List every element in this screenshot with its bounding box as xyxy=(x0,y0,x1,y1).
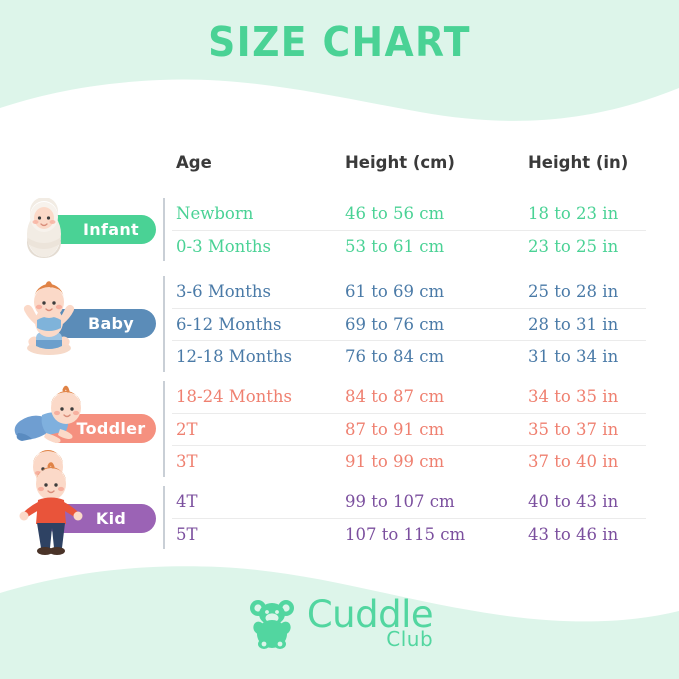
group-divider xyxy=(163,276,165,372)
swaddled-baby-icon xyxy=(27,198,61,258)
cell-height-in: 28 to 31 in xyxy=(528,314,619,334)
cell-age: 0-3 Months xyxy=(176,236,271,256)
cell-height-in: 31 to 34 in xyxy=(528,347,619,366)
group-rows-infant: Newborn 46 to 56 cm 18 to 23 in 0-3 Mont… xyxy=(172,198,646,264)
cell-height-in: 40 to 43 in xyxy=(528,492,619,511)
group-badge-infant[interactable]: Infant xyxy=(8,198,163,263)
cell-height-cm: 84 to 87 cm xyxy=(345,387,445,406)
group-divider xyxy=(163,486,165,549)
cell-height-in: 34 to 35 in xyxy=(528,387,619,406)
table-column-headers: Age Height (cm) Height (in) xyxy=(0,153,679,183)
footer-wave-shape xyxy=(0,566,679,679)
group-toddler: Toddler xyxy=(0,381,679,483)
cell-age: Newborn xyxy=(176,204,254,223)
table-row: 2T 87 to 91 cm 35 to 37 in xyxy=(172,414,646,446)
table-row: 18-24 Months 84 to 87 cm 34 to 35 in xyxy=(172,381,646,414)
row-separator xyxy=(172,340,646,341)
cell-height-in: 43 to 46 in xyxy=(528,524,619,544)
table-row: 5T 107 to 115 cm 43 to 46 in xyxy=(176,519,646,552)
group-rows-kid: 4T 99 to 107 cm 40 to 43 in 5T 107 to 11… xyxy=(172,486,646,552)
group-badge-baby[interactable]: Baby xyxy=(8,276,163,374)
logo-subtitle: Club xyxy=(386,627,434,651)
cell-age: 3-6 Months xyxy=(176,282,271,301)
cell-age: 4T xyxy=(176,492,198,511)
group-kid: Kid xyxy=(0,462,679,555)
row-separator xyxy=(172,445,646,446)
column-header-age: Age xyxy=(176,153,212,172)
table-row: 4T 99 to 107 cm 40 to 43 in xyxy=(172,486,646,519)
brand-logo: Cuddle Club xyxy=(0,596,679,649)
cell-height-in: 35 to 37 in xyxy=(528,419,619,439)
standing-child-icon xyxy=(19,462,83,555)
header-band: SIZE CHART xyxy=(0,0,679,125)
sitting-baby-icon xyxy=(23,281,75,355)
group-baby: Baby xyxy=(0,276,679,374)
group-infant: Infant Newborn xyxy=(0,198,679,263)
table-row: 12-18 Months 76 to 84 cm 31 to 34 in xyxy=(176,341,646,374)
cell-height-cm: 91 to 99 cm xyxy=(345,452,445,471)
size-table: Age Height (cm) Height (in) Infant xyxy=(0,140,679,555)
group-divider xyxy=(163,198,165,261)
group-rows-toddler: 18-24 Months 84 to 87 cm 34 to 35 in 2T … xyxy=(172,381,646,479)
column-header-height-cm: Height (cm) xyxy=(345,153,455,172)
cell-age: 12-18 Months xyxy=(176,347,292,366)
table-row: 0-3 Months 53 to 61 cm 23 to 25 in xyxy=(176,231,646,264)
cell-height-in: 25 to 28 in xyxy=(528,282,619,301)
table-row: Newborn 46 to 56 cm 18 to 23 in xyxy=(172,198,646,231)
group-rows-baby: 3-6 Months 61 to 69 cm 25 to 28 in 6-12 … xyxy=(172,276,646,374)
row-separator xyxy=(172,412,646,414)
badge-label-baby: Baby xyxy=(87,314,135,333)
cell-height-cm: 99 to 107 cm xyxy=(345,492,455,511)
footer-band: Cuddle Club xyxy=(0,549,679,679)
cell-height-cm: 87 to 91 cm xyxy=(345,419,445,439)
group-divider xyxy=(163,381,165,477)
badge-label-kid: Kid xyxy=(95,509,127,528)
cell-height-cm: 46 to 56 cm xyxy=(345,204,445,223)
row-separator xyxy=(172,229,646,231)
column-header-height-in: Height (in) xyxy=(528,153,629,172)
badge-label-toddler: Toddler xyxy=(76,419,146,438)
table-row: 3T 91 to 99 cm 37 to 40 in xyxy=(176,446,646,479)
logo-name: Cuddle xyxy=(306,593,434,636)
cell-height-cm: 107 to 115 cm xyxy=(345,524,466,544)
cell-age: 2T xyxy=(176,419,198,439)
badge-label-infant: Infant xyxy=(83,220,139,239)
cell-height-in: 37 to 40 in xyxy=(528,452,619,471)
teddy-bear-icon xyxy=(249,599,294,649)
cell-age: 6-12 Months xyxy=(176,314,282,334)
cell-age: 3T xyxy=(176,452,198,471)
cell-height-cm: 53 to 61 cm xyxy=(345,236,445,256)
row-separator xyxy=(172,307,646,309)
cell-age: 18-24 Months xyxy=(176,387,292,406)
group-badge-kid[interactable]: Kid xyxy=(8,462,163,555)
cell-height-in: 18 to 23 in xyxy=(528,204,619,223)
row-separator xyxy=(172,517,646,519)
logo-text: Cuddle Club xyxy=(306,593,434,651)
cell-height-cm: 69 to 76 cm xyxy=(345,314,445,334)
table-row: 3-6 Months 61 to 69 cm 25 to 28 in xyxy=(172,276,646,309)
cell-height-cm: 61 to 69 cm xyxy=(345,282,445,301)
crawling-toddler-icon xyxy=(14,385,81,443)
cell-height-cm: 76 to 84 cm xyxy=(345,347,445,366)
badge-pill-infant: Infant xyxy=(44,215,156,244)
page-title: SIZE CHART xyxy=(208,18,471,66)
table-row: 6-12 Months 69 to 76 cm 28 to 31 in xyxy=(172,309,646,341)
cell-age: 5T xyxy=(176,524,198,544)
cell-height-in: 23 to 25 in xyxy=(528,236,619,256)
header-wave-shape xyxy=(0,0,679,121)
